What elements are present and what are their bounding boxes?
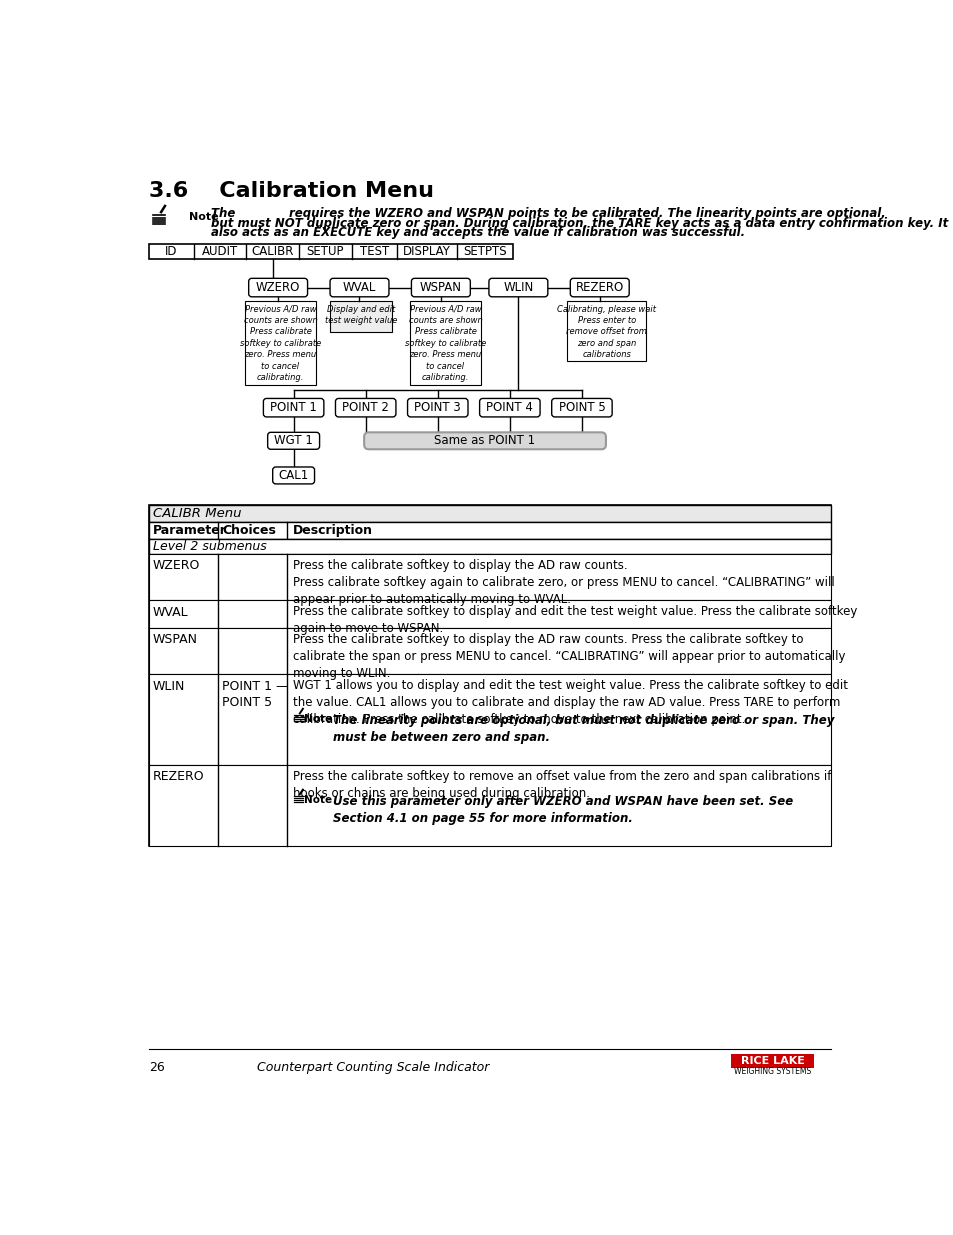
Bar <box>149 538 830 555</box>
Bar <box>731 1055 813 1067</box>
Text: but must NOT duplicate zero or span. During calibration, the TARE key acts as a : but must NOT duplicate zero or span. Dur… <box>211 216 947 230</box>
Text: Press the calibrate softkey to display the AD raw counts.
Press calibrate softke: Press the calibrate softkey to display t… <box>293 558 834 605</box>
FancyBboxPatch shape <box>273 467 314 484</box>
Text: POINT 1: POINT 1 <box>270 401 316 414</box>
FancyBboxPatch shape <box>263 399 323 417</box>
Text: POINT 2: POINT 2 <box>342 401 389 414</box>
Text: TEST: TEST <box>359 246 389 258</box>
Text: WLIN: WLIN <box>503 282 533 294</box>
Text: AUDIT: AUDIT <box>202 246 238 258</box>
Bar <box>410 301 480 384</box>
Text: WSPAN: WSPAN <box>152 634 197 646</box>
Text: CAL1: CAL1 <box>278 469 309 482</box>
Text: Note: Note <box>304 714 333 724</box>
Text: POINT 4: POINT 4 <box>486 401 533 414</box>
FancyBboxPatch shape <box>407 399 468 417</box>
Text: DISPLAY: DISPLAY <box>402 246 451 258</box>
Text: Previous A/D raw
counts are shown
Press calibrate
softkey to calibrate
zero. Pre: Previous A/D raw counts are shown Press … <box>404 305 486 382</box>
Text: Counterpart Counting Scale Indicator: Counterpart Counting Scale Indicator <box>257 1061 489 1073</box>
Text: WZERO: WZERO <box>152 559 200 572</box>
Bar <box>149 600 830 627</box>
Text: Note: Note <box>189 212 218 222</box>
FancyBboxPatch shape <box>330 278 389 296</box>
Bar <box>245 301 315 384</box>
Text: WEIGHING SYSTEMS: WEIGHING SYSTEMS <box>733 1067 810 1076</box>
Text: REZERO: REZERO <box>575 282 623 294</box>
Text: REZERO: REZERO <box>152 771 204 783</box>
FancyBboxPatch shape <box>249 278 307 296</box>
FancyBboxPatch shape <box>488 278 547 296</box>
Text: The             requires the WZERO and WSPAN points to be calibrated. The linear: The requires the WZERO and WSPAN points … <box>211 207 884 221</box>
Text: Press the calibrate softkey to display and edit the test weight value. Press the: Press the calibrate softkey to display a… <box>293 605 857 635</box>
FancyBboxPatch shape <box>335 399 395 417</box>
Text: Choices: Choices <box>222 524 276 537</box>
Text: Display and edit
test weight value: Display and edit test weight value <box>325 305 396 325</box>
Text: CALIBR: CALIBR <box>252 246 294 258</box>
Bar <box>567 301 645 362</box>
Text: CALIBR Menu: CALIBR Menu <box>153 506 242 520</box>
FancyBboxPatch shape <box>479 399 539 417</box>
Text: 3.6    Calibration Menu: 3.6 Calibration Menu <box>149 180 434 200</box>
Text: WGT 1 allows you to display and edit the test weight value. Press the calibrate : WGT 1 allows you to display and edit the… <box>293 679 847 726</box>
Text: Description: Description <box>293 524 373 537</box>
Text: also acts as an EXECUTE key and accepts the value if calibration was successful.: also acts as an EXECUTE key and accepts … <box>211 226 744 238</box>
Text: Calibrating, please wait
Press enter to
remove offset from
zero and span
calibra: Calibrating, please wait Press enter to … <box>557 305 656 359</box>
Text: Level 2 submenus: Level 2 submenus <box>152 540 266 553</box>
FancyBboxPatch shape <box>268 432 319 450</box>
Text: WGT 1: WGT 1 <box>274 435 313 447</box>
Text: Same as POINT 1: Same as POINT 1 <box>434 435 535 447</box>
Bar <box>149 521 830 538</box>
Bar <box>149 505 830 846</box>
Bar <box>149 245 513 259</box>
Text: POINT 5: POINT 5 <box>558 401 604 414</box>
Text: WVAL: WVAL <box>152 605 188 619</box>
Bar <box>149 505 830 521</box>
Text: ID: ID <box>165 246 177 258</box>
Text: SETUP: SETUP <box>306 246 344 258</box>
Text: 26: 26 <box>149 1061 164 1073</box>
Text: Note: Note <box>304 795 333 805</box>
Text: The linearity points are optional, but must not duplicate zero or span. They
mus: The linearity points are optional, but m… <box>333 714 834 745</box>
FancyBboxPatch shape <box>411 278 470 296</box>
Bar <box>149 627 830 674</box>
Bar <box>149 764 830 846</box>
Text: RICE LAKE: RICE LAKE <box>740 1056 803 1066</box>
Bar <box>149 555 830 600</box>
Text: POINT 3: POINT 3 <box>414 401 460 414</box>
Text: WLIN: WLIN <box>152 679 185 693</box>
Text: POINT 1 —
POINT 5: POINT 1 — POINT 5 <box>222 679 289 709</box>
FancyBboxPatch shape <box>551 399 612 417</box>
Text: Parameter: Parameter <box>152 524 226 537</box>
Text: SETPTS: SETPTS <box>463 246 506 258</box>
Text: Previous A/D raw
counts are shown
Press calibrate
softkey to calibrate
zero. Pre: Previous A/D raw counts are shown Press … <box>239 305 321 382</box>
Text: WZERO: WZERO <box>255 282 300 294</box>
Text: WVAL: WVAL <box>342 282 375 294</box>
FancyBboxPatch shape <box>364 432 605 450</box>
Text: WSPAN: WSPAN <box>419 282 461 294</box>
FancyBboxPatch shape <box>570 278 629 296</box>
Bar <box>149 674 830 764</box>
Text: Press the calibrate softkey to display the AD raw counts. Press the calibrate so: Press the calibrate softkey to display t… <box>293 632 844 679</box>
Bar <box>330 301 392 332</box>
Text: Press the calibrate softkey to remove an offset value from the zero and span cal: Press the calibrate softkey to remove an… <box>293 769 830 799</box>
Text: Use this parameter only after WZERO and WSPAN have been set. See
Section 4.1 on : Use this parameter only after WZERO and … <box>333 795 793 825</box>
